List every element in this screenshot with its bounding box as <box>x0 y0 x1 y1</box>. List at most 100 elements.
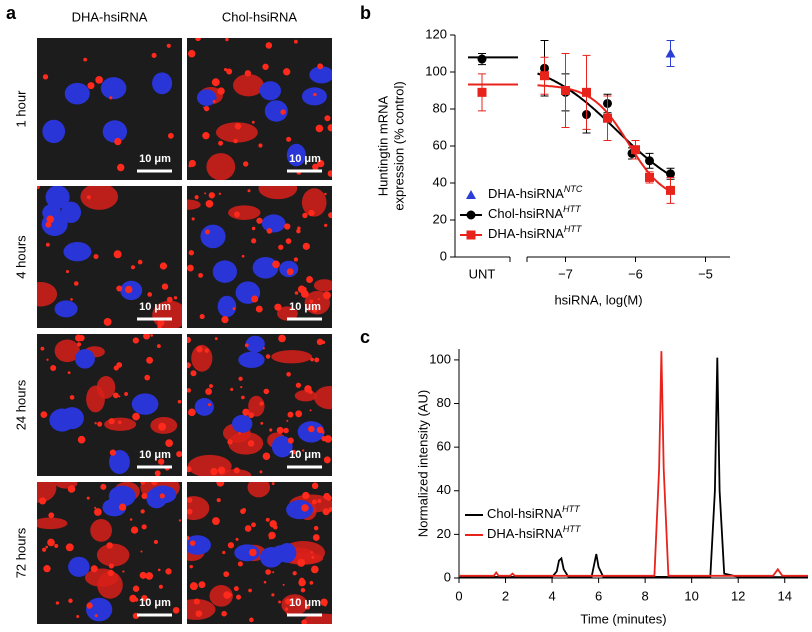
red-puncta <box>178 519 182 522</box>
cell-body <box>187 199 201 210</box>
red-puncta <box>73 281 79 286</box>
red-puncta <box>313 525 319 531</box>
red-puncta <box>108 418 115 425</box>
marker <box>540 71 549 81</box>
red-puncta <box>161 283 169 290</box>
red-puncta <box>316 159 325 168</box>
red-puncta <box>151 52 157 58</box>
red-puncta <box>132 412 140 421</box>
red-puncta <box>165 568 172 575</box>
red-puncta <box>265 517 270 522</box>
red-puncta <box>188 412 191 415</box>
micrograph: 10 μm <box>187 482 332 624</box>
red-puncta <box>309 581 314 585</box>
cell-body <box>37 482 57 503</box>
nucleus <box>245 335 265 353</box>
red-puncta <box>243 161 249 167</box>
red-puncta <box>284 223 291 230</box>
y-tick-label: 100 <box>429 351 451 366</box>
marker <box>477 54 487 64</box>
red-puncta <box>151 482 158 486</box>
red-puncta <box>211 78 220 87</box>
red-puncta <box>324 192 327 196</box>
marker <box>603 113 612 123</box>
red-puncta <box>328 506 332 512</box>
red-puncta <box>146 356 154 364</box>
nucleus <box>187 535 211 555</box>
red-puncta <box>141 595 148 602</box>
micrograph-content <box>187 38 332 180</box>
red-puncta <box>221 315 229 324</box>
nucleus <box>234 544 260 562</box>
nucleus <box>277 543 297 563</box>
red-puncta <box>42 547 47 552</box>
nucleus <box>196 89 217 106</box>
nucleus <box>68 556 90 577</box>
red-puncta <box>302 212 308 219</box>
marker <box>631 145 640 155</box>
red-puncta <box>118 503 127 511</box>
red-puncta <box>129 518 133 521</box>
red-puncta <box>196 346 203 353</box>
red-puncta <box>69 395 75 400</box>
red-puncta <box>247 189 251 193</box>
marker <box>645 156 654 166</box>
red-puncta <box>269 520 277 528</box>
legend-name: DHA-hsiRNA <box>487 526 563 541</box>
red-puncta <box>205 229 210 235</box>
legend-sup: HTT <box>562 504 581 514</box>
red-puncta <box>294 291 299 295</box>
micrograph-content <box>37 334 182 476</box>
red-puncta <box>189 540 196 546</box>
red-puncta <box>311 555 315 559</box>
red-puncta <box>226 68 233 75</box>
red-puncta <box>93 508 102 516</box>
red-puncta <box>322 508 330 516</box>
red-puncta <box>188 250 194 256</box>
cell-body <box>313 279 332 292</box>
red-puncta <box>240 385 243 389</box>
red-puncta <box>244 70 252 77</box>
red-puncta <box>313 92 317 97</box>
red-puncta <box>116 362 123 368</box>
nucleus <box>286 143 306 167</box>
legend-sup: HTT <box>563 204 582 214</box>
red-puncta <box>265 354 271 359</box>
red-puncta <box>256 217 263 224</box>
red-puncta <box>39 497 47 505</box>
red-puncta <box>316 426 324 434</box>
red-puncta <box>150 334 154 337</box>
red-puncta <box>312 163 319 171</box>
y-tick-label: 20 <box>433 211 447 226</box>
cell-body <box>187 496 210 521</box>
red-puncta <box>195 38 201 42</box>
micrograph-content <box>37 186 182 328</box>
red-puncta <box>230 387 234 392</box>
red-puncta <box>221 610 227 617</box>
red-puncta <box>259 470 263 474</box>
red-puncta <box>167 132 174 139</box>
red-puncta <box>314 357 320 363</box>
scale-bar-label: 10 μm <box>289 153 321 165</box>
red-puncta <box>116 285 123 292</box>
red-puncta <box>310 551 313 554</box>
red-puncta <box>241 508 247 513</box>
series-line <box>459 351 808 577</box>
red-puncta <box>249 617 254 623</box>
red-puncta <box>262 452 271 460</box>
red-puncta <box>187 466 192 473</box>
red-puncta <box>324 435 332 443</box>
red-puncta <box>260 421 264 425</box>
red-puncta <box>262 63 269 70</box>
red-puncta <box>147 292 153 297</box>
red-puncta <box>42 74 49 80</box>
x-axis-label: hsiRNA, log(M) <box>554 292 642 307</box>
red-puncta <box>132 337 139 344</box>
red-puncta <box>193 598 200 605</box>
red-puncta <box>320 598 328 606</box>
red-puncta <box>217 87 225 95</box>
nucleus <box>74 349 95 369</box>
red-puncta <box>141 493 148 500</box>
nucleus <box>286 500 314 520</box>
marker <box>666 185 675 195</box>
